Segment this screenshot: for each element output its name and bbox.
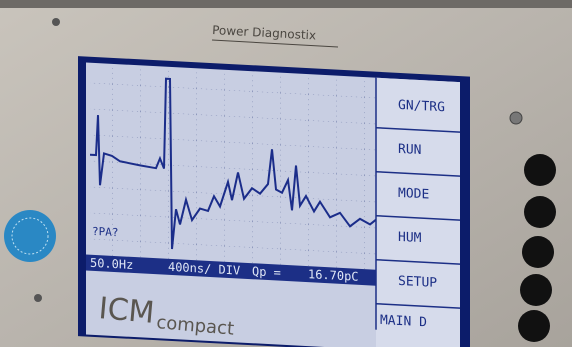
menu-item: HUM [398,230,422,246]
screw [34,294,42,302]
soft-key[interactable] [524,154,556,186]
status-charge: 16.70pC [308,267,359,284]
menu-item: MODE [398,186,429,203]
marker: ?PA? [92,225,118,239]
screw [52,18,60,26]
soft-key[interactable] [518,310,550,342]
menu-item: GN/TRG [398,98,445,115]
status-charge-label: Qp = [252,264,281,280]
top-edge [0,0,572,8]
screw [510,112,522,124]
model-name: ICM [97,291,156,331]
soft-key[interactable] [522,236,554,268]
soft-key[interactable] [520,274,552,306]
status-frequency: 50.0Hz [90,256,133,272]
soft-key[interactable] [524,196,556,228]
status-mode: MAIN D [380,313,427,330]
menu-item: RUN [398,142,421,158]
photo: Power Diagnostix GN/TRG RUN MODE HUM SET… [0,0,572,347]
scope-grid [90,67,376,270]
menu-item: SETUP [398,274,437,291]
